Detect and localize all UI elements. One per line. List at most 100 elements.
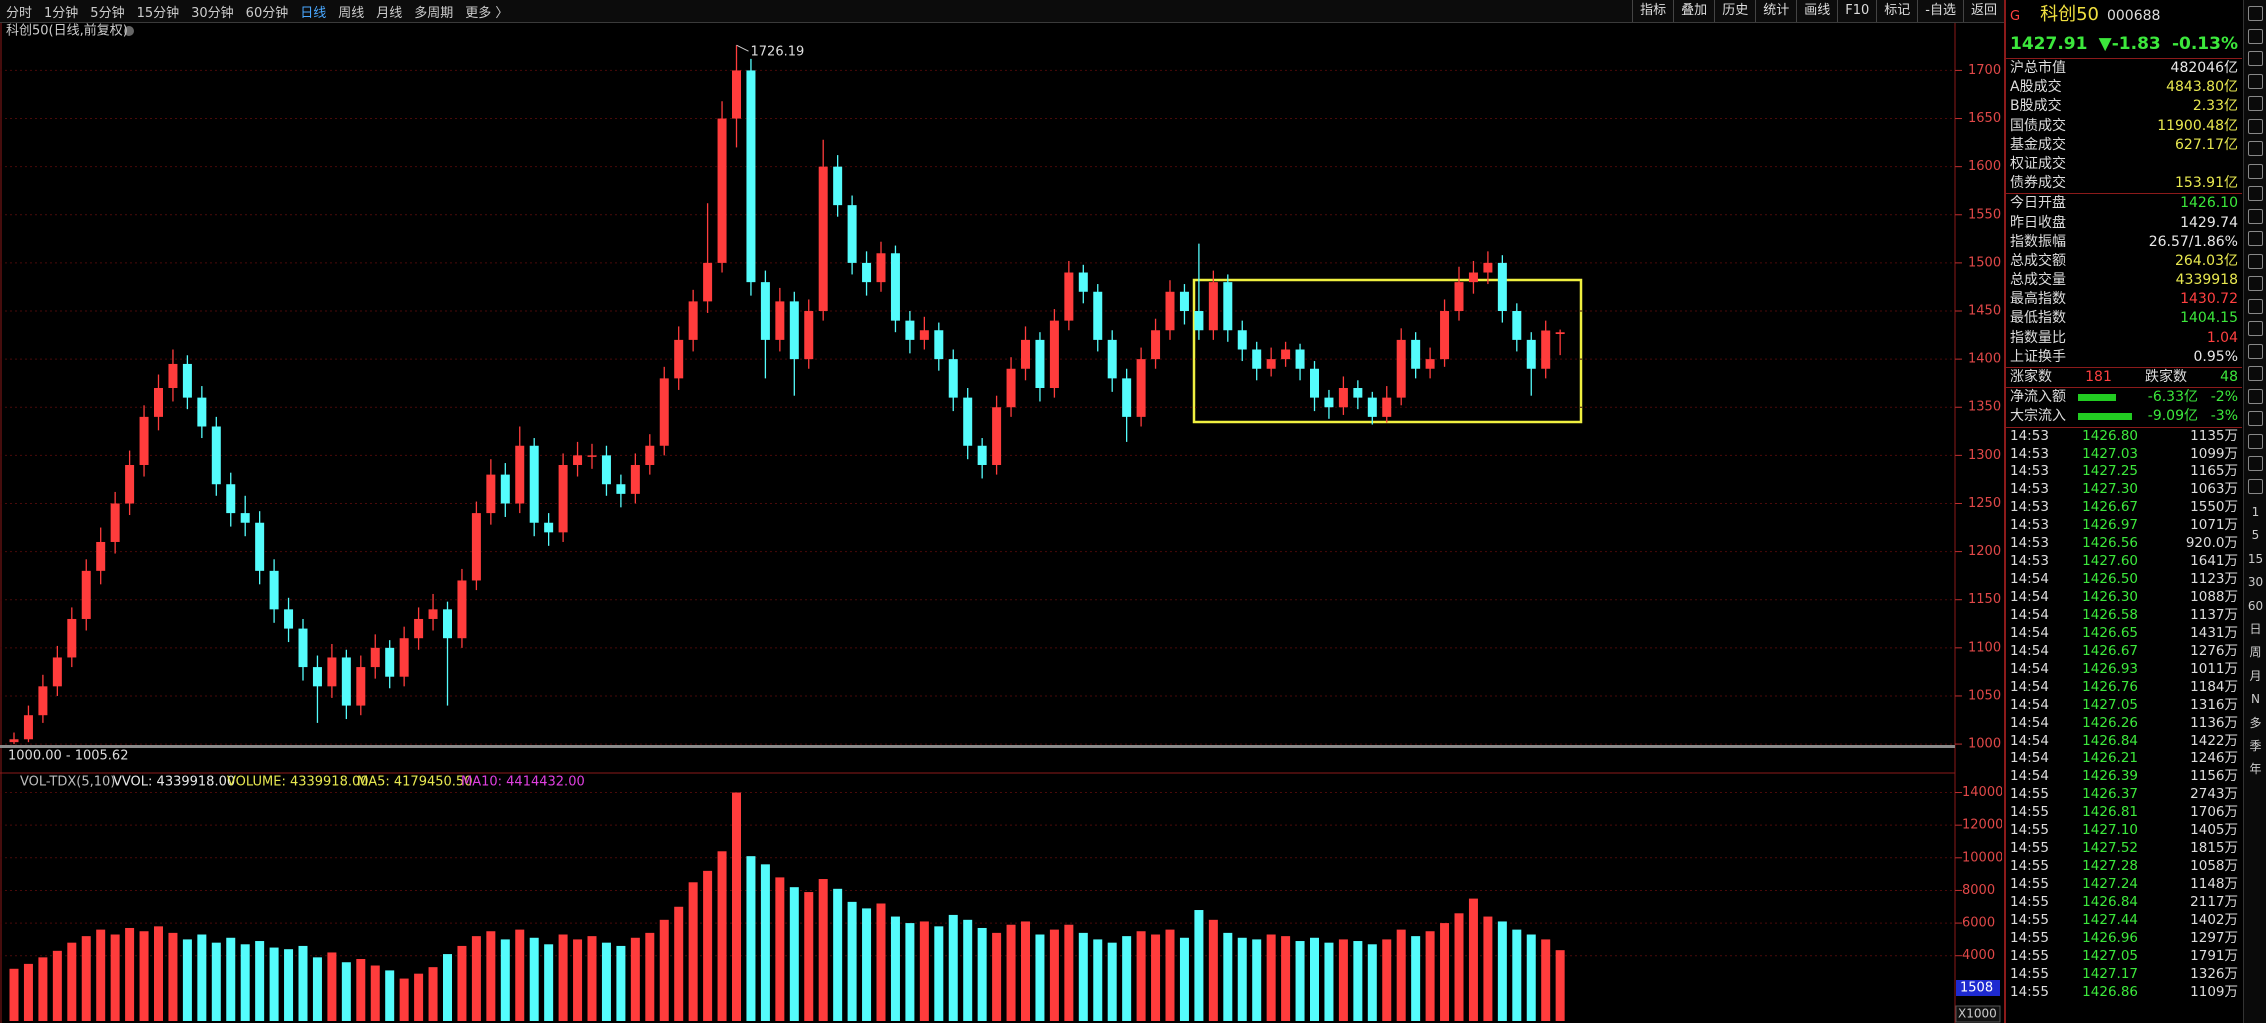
volume-bar [298,945,308,1021]
side-icon[interactable] [2248,28,2263,44]
volume-bar [1555,950,1565,1021]
period-tab[interactable]: 日线 [300,5,327,21]
info-value: 11900.48亿 [2157,117,2238,134]
side-icon[interactable] [2248,478,2263,494]
period-tab[interactable]: 更多 〉 [465,5,509,21]
y-tick-label: 1400 [1968,352,2001,367]
candle-body [327,657,337,687]
tool-button[interactable]: F10 [1837,0,1876,22]
side-icon[interactable] [2248,118,2263,134]
tick-time: 14:53 [2010,517,2049,534]
tick-time: 14:53 [2010,553,2049,570]
volume-bar [1021,921,1030,1021]
side-icon[interactable] [2248,343,2263,359]
tick-price: 1427.52 [2082,840,2138,857]
side-icon[interactable] [2248,73,2263,89]
tool-button[interactable]: 返回 [1962,0,2004,22]
period-tab[interactable]: 月线 [376,5,403,21]
side-icon[interactable] [2248,411,2263,426]
tool-button[interactable]: 画线 [1796,0,1837,22]
volume-bar [558,934,568,1021]
side-icon[interactable] [2248,276,2263,291]
candle-body [1310,368,1319,398]
side-icon[interactable] [2248,208,2263,224]
volume-bar [240,944,250,1021]
volume-bar [1093,939,1103,1021]
candle-body [760,282,770,340]
side-icon[interactable] [2248,456,2263,471]
side-icon[interactable] [2248,388,2263,404]
tick-time: 14:53 [2010,463,2049,480]
period-tab[interactable]: 60分钟 [245,5,289,21]
side-icon[interactable] [2248,321,2263,336]
index-code: 000688 [2106,8,2161,24]
volume-stat: MA5: 4179450.50 [357,775,472,790]
candle-body [298,628,308,668]
side-period[interactable]: 60 [2247,598,2264,613]
side-icon[interactable] [2248,186,2263,201]
tool-button[interactable]: 标记 [1876,0,1917,22]
tick-price: 1426.76 [2082,678,2138,695]
info-label: 国债成交 [2010,117,2066,134]
tick-row: 14:55 1427.24 1148万 [2006,876,2242,894]
flow-label: 大宗流入 [2010,408,2066,425]
volume-bar [1122,936,1132,1021]
candle-body [876,253,886,283]
volume-bar [399,978,409,1021]
volume-bar [992,932,1002,1021]
change-percent: -0.13% [2171,34,2238,54]
tool-button[interactable]: 叠加 [1673,0,1714,22]
side-icon[interactable] [2248,253,2263,269]
tool-button[interactable]: 统计 [1755,0,1796,22]
period-tab[interactable]: 多周期 [414,5,454,21]
volume-bar [370,965,380,1021]
volume-bar [486,931,496,1021]
side-icon[interactable] [2248,51,2263,66]
y-tick-label: 1200 [1968,544,2001,559]
side-icon[interactable] [2248,231,2263,246]
side-period[interactable]: 年 [2249,762,2262,777]
y-tick-label: 1050 [1968,688,2001,703]
period-tab[interactable]: 周线 [338,5,365,21]
side-period[interactable]: 日 [2249,621,2262,636]
volume-bar [1165,929,1175,1021]
side-icon[interactable] [2248,366,2263,381]
side-period[interactable]: N [2251,692,2260,707]
side-icon[interactable] [2248,433,2263,449]
volume-bar [862,908,872,1021]
volume-bar [81,936,91,1021]
info-label: 最低指数 [2010,310,2066,327]
candle-body [1396,339,1406,398]
candle-body [428,609,438,619]
period-tab[interactable]: 30分钟 [191,5,234,21]
side-icon[interactable] [2248,96,2263,111]
tick-volume: 1422万 [2190,732,2238,749]
side-period[interactable]: 5 [2251,528,2260,543]
period-tab[interactable]: 5分钟 [90,5,125,21]
period-tab[interactable]: 分时 [6,5,33,21]
side-period[interactable]: 30 [2247,575,2264,590]
tool-button[interactable]: -自选 [1917,0,1963,22]
candle-body [1353,388,1363,398]
candle-body [226,484,236,514]
period-tab[interactable]: 15分钟 [136,5,180,21]
side-icon[interactable] [2248,163,2263,179]
tool-button[interactable]: 历史 [1714,0,1755,22]
side-period[interactable]: 月 [2249,668,2262,683]
info-label: 指数量比 [2010,329,2066,346]
side-icon[interactable] [2248,298,2263,314]
side-period[interactable]: 周 [2249,645,2262,660]
y-tick-label: 12000 [1962,818,2002,833]
cursor-label: 1508 [1960,981,1993,996]
side-period[interactable]: 多 [2249,715,2262,730]
side-period[interactable]: 1 [2251,505,2260,519]
side-icon[interactable] [2248,6,2263,21]
side-period[interactable]: 季 [2249,738,2262,753]
period-tab[interactable]: 1分钟 [44,5,79,21]
side-period[interactable]: 15 [2247,551,2264,566]
candle-body [847,205,857,263]
y-tick-label: 1600 [1968,159,2001,174]
side-icon[interactable] [2248,141,2263,156]
tool-button[interactable]: 指标 [1632,0,1673,22]
volume-bar [327,952,337,1021]
